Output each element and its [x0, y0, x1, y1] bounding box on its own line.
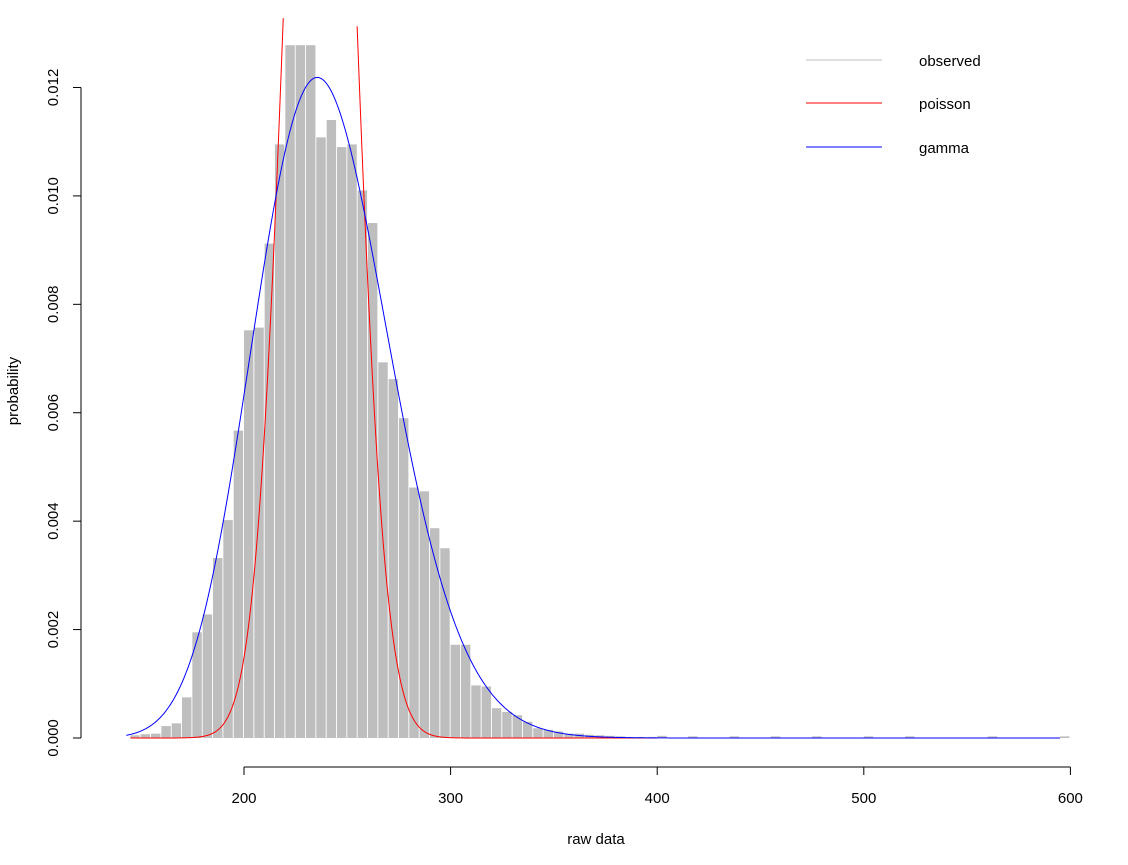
histogram-bar: [729, 736, 739, 738]
histogram-bar: [460, 644, 471, 738]
histogram-bar: [543, 729, 553, 738]
histogram-bar: [553, 731, 564, 738]
gamma-curve: [126, 76, 1061, 739]
y-tick-label: 0.004: [45, 502, 62, 540]
histogram-bar: [440, 548, 450, 738]
histogram-bar: [770, 736, 781, 738]
histogram-bar: [140, 734, 151, 738]
x-axis: 200 300 400 500 600: [231, 766, 1083, 807]
histogram-bar: [223, 520, 233, 738]
histogram-bar: [367, 223, 378, 738]
histogram-bar: [285, 45, 295, 738]
x-tick-label: 200: [231, 790, 256, 807]
histogram-bar: [419, 491, 430, 738]
histogram-bar: [388, 379, 399, 738]
histogram-bar: [357, 190, 368, 739]
y-axis-title: probability: [5, 356, 22, 425]
histogram-bar: [274, 144, 285, 738]
y-tick-label: 0.008: [45, 286, 62, 324]
histogram-bar: [863, 736, 874, 738]
histogram-bar: [429, 528, 440, 738]
histogram-bar: [905, 736, 915, 738]
legend-label-observed: observed: [919, 53, 981, 70]
y-tick-label: 0.010: [45, 177, 62, 215]
y-tick-label: 0.000: [45, 719, 62, 757]
y-axis: 0.000 0.002 0.004 0.006 0.008 0.010 0.012: [45, 69, 82, 757]
histogram-bar: [1060, 736, 1070, 738]
histogram-bar: [254, 327, 264, 738]
y-tick-label: 0.006: [45, 394, 62, 432]
histogram-bar: [213, 558, 223, 738]
histogram-bar: [244, 330, 254, 738]
histogram-bar: [295, 45, 306, 738]
histogram-bar: [812, 736, 822, 738]
histogram-bar: [512, 715, 523, 738]
histogram-bar: [657, 735, 667, 738]
histogram-bar: [182, 697, 192, 738]
x-tick-label: 500: [851, 790, 876, 807]
histogram-bar: [522, 721, 533, 738]
histogram-bar: [161, 726, 171, 738]
histogram-bar: [264, 243, 275, 738]
y-tick-label: 0.012: [45, 69, 62, 107]
x-tick-label: 400: [645, 790, 670, 807]
poisson-curve: [130, 18, 658, 739]
histogram-bar: [151, 733, 161, 738]
y-tick-label: 0.002: [45, 611, 62, 649]
histogram-bar: [533, 728, 543, 738]
histogram-bar: [688, 736, 698, 738]
histogram-bar: [481, 686, 492, 738]
histogram-bar: [192, 632, 202, 738]
histogram-bar: [130, 735, 140, 738]
histogram-bar: [491, 708, 502, 738]
histogram-bar: [398, 418, 409, 738]
histogram-bar: [305, 45, 316, 738]
histogram-bar: [564, 733, 574, 738]
legend-label-poisson: poisson: [919, 96, 971, 113]
histogram-bar: [471, 685, 481, 738]
histogram-bar: [233, 430, 244, 738]
histogram-bar: [316, 137, 326, 739]
histogram-bar: [336, 147, 347, 739]
histogram-bar: [347, 144, 357, 738]
histogram-bar: [171, 723, 182, 738]
histogram-bar: [450, 644, 461, 738]
histogram-bar: [202, 614, 213, 738]
histogram-bar: [987, 736, 998, 738]
histogram-bar: [502, 711, 512, 738]
histogram-bars: [130, 45, 1070, 739]
histogram-bar: [409, 487, 419, 738]
x-axis-title: raw data: [567, 831, 625, 848]
legend-label-gamma: gamma: [919, 140, 970, 157]
histogram-bar: [378, 362, 388, 738]
histogram-bar: [326, 120, 337, 738]
x-tick-label: 300: [438, 790, 463, 807]
x-tick-label: 600: [1058, 790, 1083, 807]
legend: observed poisson gamma: [806, 53, 981, 157]
